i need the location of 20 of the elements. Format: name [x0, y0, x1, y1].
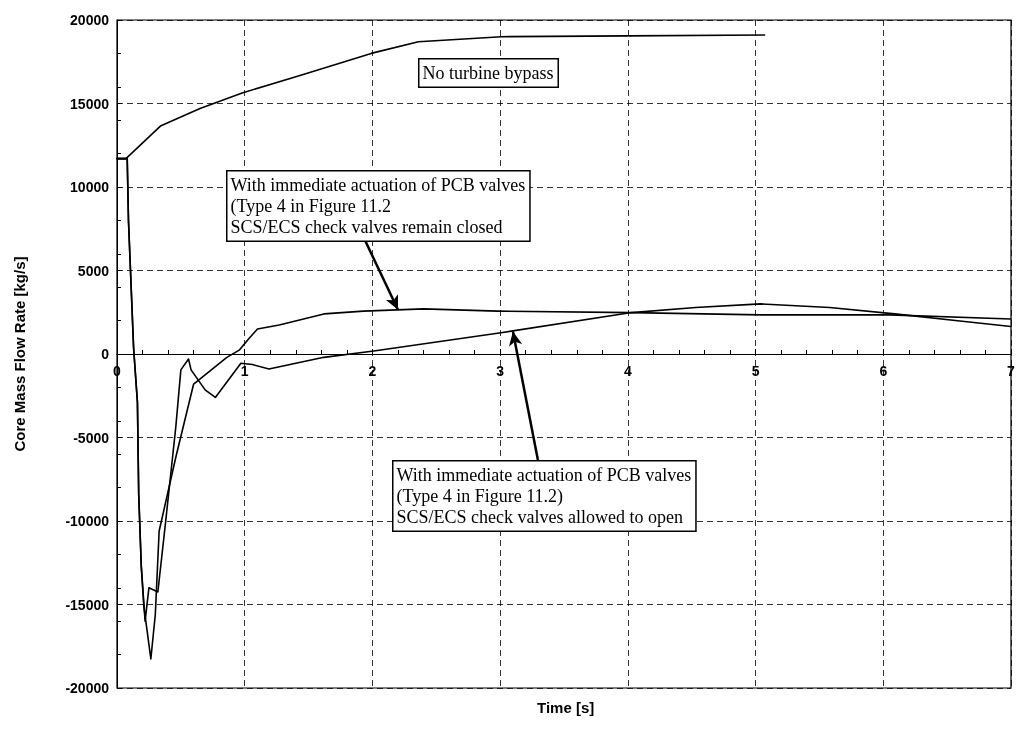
x-tick-label: 5	[751, 363, 760, 379]
annotation: No turbine bypass	[422, 63, 554, 83]
y-tick-label: 5000	[77, 262, 110, 279]
y-tick-label: 20000	[70, 12, 110, 28]
x-tick-label: 2	[368, 363, 377, 379]
y-tick-label: -20000	[65, 680, 110, 696]
y-tick-label: -10000	[65, 513, 110, 529]
annotation: With immediate actuation of PCB valves (Type 4 in Figure 11.2) SCS/ECS check valves allowed to open	[396, 465, 692, 527]
y-tick-label: 0	[101, 346, 110, 362]
y-tick-label: 10000	[70, 179, 110, 195]
y-tick-label: 15000	[70, 95, 110, 112]
x-tick-label: 6	[879, 363, 888, 379]
x-tick-label: 1	[240, 363, 249, 379]
y-tick-label: -15000	[65, 596, 110, 613]
y-axis-title: Core Mass Flow Rate [kg/s]	[11, 256, 28, 452]
x-tick-label: 3	[496, 363, 505, 379]
x-axis-title: Time [s]	[537, 699, 595, 716]
annotation: With immediate actuation of PCB valves (Type 4 in Figure 11.2 SCS/ECS check valves remain closed	[230, 175, 526, 237]
y-tick-label: -5000	[73, 429, 110, 446]
x-tick-label: 4	[623, 363, 632, 379]
